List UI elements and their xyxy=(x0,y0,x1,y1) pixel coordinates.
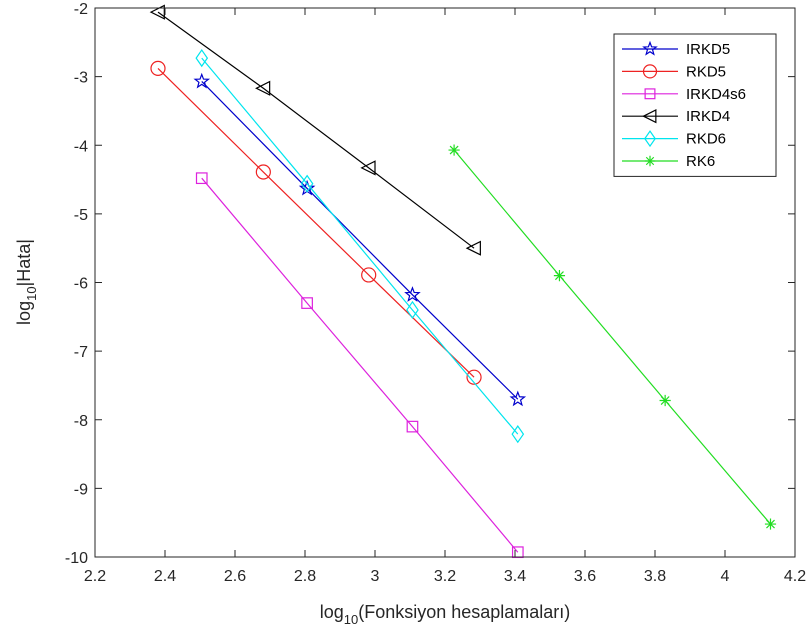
y-tick-label: -2 xyxy=(74,1,88,18)
legend-marker xyxy=(642,40,658,56)
data-point xyxy=(195,48,209,68)
series-irkd4s6 xyxy=(195,172,524,559)
legend-entry: IRKD4 xyxy=(622,108,730,125)
data-point xyxy=(149,4,165,20)
legend-marker xyxy=(644,155,656,167)
x-tick-label: 4.2 xyxy=(784,568,806,585)
y-tick-label: -9 xyxy=(74,481,88,498)
y-axis-label-suffix: |Hata| xyxy=(14,239,34,286)
data-point xyxy=(300,174,314,193)
data-point xyxy=(553,270,566,282)
y-tick-label: -10 xyxy=(65,550,88,567)
series-rkd6 xyxy=(195,48,525,444)
y-tick-label: -3 xyxy=(74,70,88,87)
data-point xyxy=(255,164,271,180)
y-tick-label: -8 xyxy=(74,413,88,430)
x-tick-label: 4 xyxy=(721,568,730,585)
series-line xyxy=(157,67,475,378)
x-tick-label: 3 xyxy=(371,568,380,585)
series-irkd4 xyxy=(149,4,481,256)
y-tick-label: -4 xyxy=(74,138,88,155)
legend-label: RKD5 xyxy=(686,63,726,80)
data-point xyxy=(406,300,419,320)
legend-entry: RK6 xyxy=(622,153,715,170)
data-point xyxy=(301,297,313,309)
data-point xyxy=(361,267,377,283)
data-point xyxy=(465,240,481,256)
legend-label: RKD6 xyxy=(686,131,726,148)
data-point xyxy=(404,286,421,302)
x-axis-label-subscript: 10 xyxy=(344,612,358,627)
x-axis-label-suffix: (Fonksiyon hesaplamaları) xyxy=(358,602,570,622)
legend-marker xyxy=(642,109,657,124)
series-layer xyxy=(149,4,777,559)
series-line xyxy=(201,81,519,400)
x-tick-label: 2.8 xyxy=(294,568,316,585)
y-axis-label-subscript: 10 xyxy=(24,286,39,300)
data-point xyxy=(764,518,777,530)
x-tick-label: 2.2 xyxy=(84,568,106,585)
x-tick-label: 3.4 xyxy=(504,568,526,585)
legend-marker xyxy=(642,64,658,79)
x-tick-label: 3.2 xyxy=(434,568,456,585)
x-tick-label: 2.4 xyxy=(154,568,176,585)
legend-marker xyxy=(644,130,656,148)
legend-label: IRKD4 xyxy=(686,108,730,125)
series-line xyxy=(453,149,771,525)
series-rk6 xyxy=(448,144,777,530)
legend-entry: IRKD5 xyxy=(622,40,730,58)
data-point xyxy=(511,425,525,444)
x-axis-label: log10(Fonksiyon hesaplamaları) xyxy=(320,602,571,627)
x-tick-label: 3.8 xyxy=(644,568,666,585)
data-point xyxy=(406,420,419,433)
legend-box xyxy=(613,33,777,177)
legend-entry: RKD5 xyxy=(622,63,726,80)
data-point xyxy=(255,80,271,96)
y-axis-label-prefix: log xyxy=(14,301,34,325)
y-tick-label: -7 xyxy=(74,344,88,361)
axes-layer: 2.2 2.4 2.6 2.8 3 3.2 3.4 3.6 3.8 4 4.2 -10 -9 -8 -7 -6… xyxy=(65,1,806,585)
legend: IRKD5 RKD5 IRKD4s6 IRKD4 RKD6 RK6 xyxy=(613,33,777,177)
data-point xyxy=(360,160,376,176)
y-tick-label: -5 xyxy=(74,207,88,224)
series-line xyxy=(201,177,519,553)
data-point xyxy=(193,72,211,89)
x-tick-label: 2.6 xyxy=(224,568,246,585)
data-point xyxy=(509,390,527,407)
x-tick-label: 3.6 xyxy=(574,568,596,585)
series-rkd5 xyxy=(150,60,482,385)
legend-entry: IRKD4s6 xyxy=(622,86,746,103)
data-point xyxy=(659,394,671,407)
legend-marker xyxy=(644,88,656,100)
data-point xyxy=(150,60,166,76)
legend-label: IRKD4s6 xyxy=(686,86,746,103)
legend-label: RK6 xyxy=(686,153,715,170)
data-point xyxy=(466,369,482,385)
data-point xyxy=(195,172,208,185)
series-line xyxy=(201,57,519,435)
series-line xyxy=(157,11,475,249)
legend-label: IRKD5 xyxy=(686,41,730,58)
data-point xyxy=(448,144,460,156)
legend-entry: RKD6 xyxy=(622,130,726,148)
y-tick-label: -6 xyxy=(74,276,88,293)
y-axis-label: log10|Hata| xyxy=(14,239,39,325)
x-axis-label-prefix: log xyxy=(320,602,344,622)
